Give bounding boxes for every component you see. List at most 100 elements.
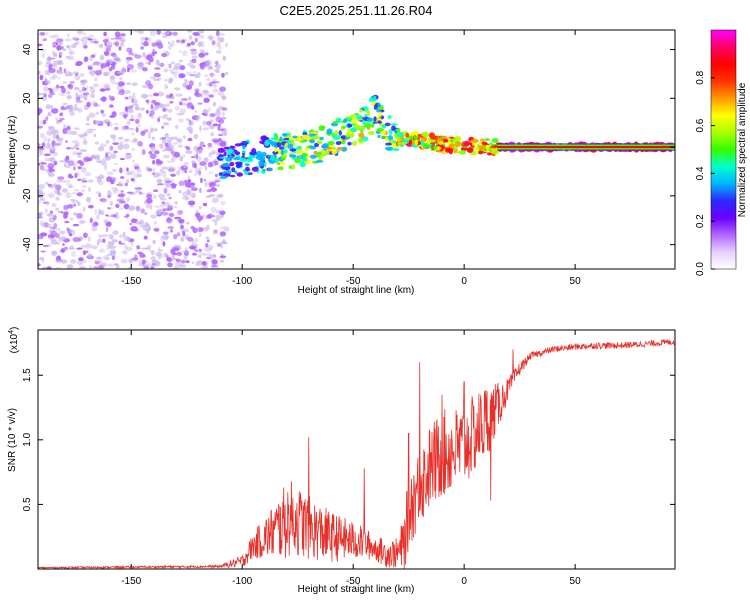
spectrogram-noise-blob [142, 263, 149, 269]
spectrogram-noise-blob [217, 34, 220, 41]
spectrogram-noise-blob [149, 110, 155, 116]
spectrogram-ridge-blob [382, 124, 386, 129]
spectrogram-noise-blob [190, 64, 196, 69]
spectrogram-noise-blob [173, 266, 180, 269]
spectrogram-ridge-blob [472, 142, 477, 146]
spectrogram-noise-blob [181, 98, 188, 101]
spectrogram-noise-blob [145, 109, 149, 114]
spectrogram-ridge-blob [270, 154, 277, 161]
spectrogram-ridge-blob [351, 118, 358, 124]
spectrogram-noise-blob [109, 145, 114, 151]
spectrogram-noise-blob [89, 86, 94, 89]
spectrogram-noise-blob [138, 224, 143, 228]
spectrogram-ridge-blob [368, 97, 374, 103]
spectrogram-noise-blob [208, 244, 214, 251]
spectrogram-noise-blob [161, 166, 168, 170]
spectrogram-noise-blob [143, 235, 148, 240]
spectrogram-ridge-blob [397, 128, 401, 133]
spectrogram-ridge-blob [457, 150, 466, 155]
spectrogram-noise-blob [168, 79, 173, 84]
spectrogram-noise-blob [114, 126, 119, 131]
spectrogram-ridge-blob [297, 155, 303, 159]
spectrogram-noise-blob [184, 170, 188, 173]
spectrogram-noise-blob [220, 201, 226, 206]
spectrogram-noise-blob [206, 189, 212, 193]
spectrogram-noise-blob [52, 41, 57, 47]
spectrogram-ridge-blob [309, 139, 315, 144]
spectrogram-noise-blob [95, 111, 100, 115]
spectrogram-noise-blob [165, 86, 169, 89]
spectrogram-ridge-blob [234, 170, 238, 174]
spectrogram-ridge-blob [234, 151, 241, 156]
spectrogram-noise-blob [203, 97, 210, 103]
spectrogram-noise-blob [130, 132, 135, 136]
spectrogram-noise-blob [62, 102, 68, 105]
spectrogram-noise-blob [163, 147, 169, 150]
spectrogram-noise-blob [105, 214, 109, 217]
spectrogram-ridge-blob [217, 147, 225, 153]
spectrogram-noise-blob [178, 59, 184, 63]
spectrogram-noise-blob [201, 214, 206, 218]
spectrogram-noise-blob [66, 44, 71, 49]
spectrogram-noise-blob [178, 73, 186, 79]
spectrogram-noise-blob [138, 259, 143, 265]
spectrogram-noise-blob [55, 197, 60, 201]
spectrogram-noise-blob [208, 106, 211, 113]
spectrogram-noise-blob [55, 207, 60, 211]
spectrogram-noise-blob [202, 89, 209, 94]
spectrogram-noise-blob [174, 205, 177, 209]
spectrogram-noise-blob [171, 40, 175, 44]
spectrogram-noise-blob [106, 61, 110, 67]
spectrogram-noise-blob [153, 78, 161, 82]
spectrogram-noise-blob [118, 46, 122, 51]
spectrogram-ridge-blob [235, 154, 241, 158]
spectrogram-noise-blob [208, 171, 213, 174]
spectrogram-noise-blob [185, 84, 192, 90]
spectrogram-noise-blob [106, 171, 114, 176]
spectrogram-noise-blob [211, 40, 216, 46]
spectrogram-noise-blob [45, 181, 49, 185]
spectrogram-noise-blob [131, 148, 136, 151]
spectrogram-noise-blob [57, 77, 61, 80]
spectrogram-noise-blob [215, 50, 222, 54]
spectrogram-noise-blob [73, 203, 76, 207]
spectrogram-noise-blob [85, 123, 91, 126]
spectrogram-noise-blob [46, 266, 52, 269]
spectrogram-noise-blob [126, 167, 129, 172]
spectrogram-noise-blob [134, 260, 138, 263]
spectrogram-ridge-blob [302, 157, 308, 162]
spectrogram-noise-blob [113, 162, 119, 165]
spectrogram-ridge-blob [302, 132, 308, 136]
spectrogram-noise-blob [104, 88, 111, 91]
spectrogram-noise-blob [214, 184, 221, 187]
spectrogram-noise-blob [51, 108, 59, 114]
spectrogram-noise-blob [147, 225, 151, 232]
spectrogram-noise-blob [78, 257, 84, 262]
spectrogram-noise-blob [100, 63, 104, 70]
spectrogram-ridge-blob [466, 147, 474, 153]
x-tick-label: 50 [570, 576, 582, 587]
spectrogram-noise-blob [72, 236, 80, 243]
spectrogram-noise-blob [112, 230, 119, 236]
spectrogram-noise-blob [60, 248, 65, 253]
spectrogram-noise-blob [100, 143, 107, 148]
spectrogram-noise-blob [207, 35, 214, 40]
spectrogram-noise-blob [40, 132, 45, 138]
spectrogram-noise-blob [51, 74, 58, 79]
spectrogram-noise-blob [77, 178, 82, 181]
spectrogram-noise-blob [48, 243, 52, 247]
spectrogram-ridge-blob [291, 164, 296, 170]
spectrogram-noise-blob [175, 258, 181, 263]
spectrogram-noise-blob [118, 234, 124, 239]
spectrogram-noise-blob [214, 173, 218, 178]
spectrogram-noise-blob [91, 54, 95, 58]
spectrogram-ridge-blob [373, 116, 377, 122]
spectrogram-noise-blob [136, 168, 142, 174]
spectrogram-ridge-blob [388, 129, 393, 135]
spectrogram-noise-blob [204, 165, 208, 171]
spectrogram-noise-blob [212, 232, 218, 235]
spectrogram-noise-blob [69, 110, 75, 116]
spectrogram-noise-blob [99, 54, 105, 61]
spectrogram-ridge-blob [332, 134, 341, 140]
spectrogram-noise-blob [164, 132, 169, 138]
